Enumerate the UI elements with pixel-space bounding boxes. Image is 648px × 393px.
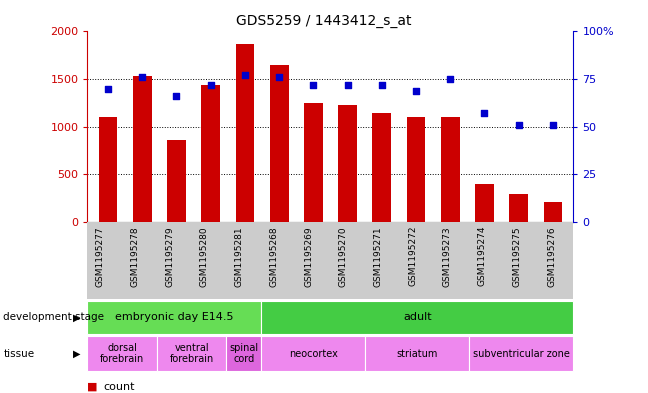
Text: ▶: ▶ bbox=[73, 312, 80, 322]
Text: GSM1195271: GSM1195271 bbox=[373, 226, 382, 286]
Bar bbox=[270, 65, 288, 222]
Text: GSM1195279: GSM1195279 bbox=[165, 226, 174, 286]
Text: spinal
cord: spinal cord bbox=[229, 343, 259, 364]
Bar bbox=[98, 117, 117, 222]
Bar bbox=[133, 76, 152, 222]
Point bbox=[445, 76, 456, 82]
Point bbox=[411, 87, 421, 94]
Text: adult: adult bbox=[403, 312, 432, 322]
Bar bbox=[202, 85, 220, 222]
Text: embryonic day E14.5: embryonic day E14.5 bbox=[115, 312, 233, 322]
Text: GSM1195280: GSM1195280 bbox=[200, 226, 209, 286]
Text: GSM1195272: GSM1195272 bbox=[408, 226, 417, 286]
Text: ventral
forebrain: ventral forebrain bbox=[170, 343, 214, 364]
Point bbox=[103, 85, 113, 92]
Point bbox=[513, 122, 524, 128]
Text: GSM1195273: GSM1195273 bbox=[443, 226, 452, 286]
Point bbox=[171, 93, 181, 99]
Bar bbox=[509, 195, 528, 222]
Bar bbox=[544, 202, 562, 222]
Bar bbox=[167, 140, 186, 222]
Bar bbox=[475, 184, 494, 222]
Point bbox=[205, 82, 216, 88]
Text: GDS5259 / 1443412_s_at: GDS5259 / 1443412_s_at bbox=[237, 14, 411, 28]
Text: tissue: tissue bbox=[3, 349, 34, 359]
Text: GSM1195276: GSM1195276 bbox=[547, 226, 556, 286]
Text: development stage: development stage bbox=[3, 312, 104, 322]
Text: count: count bbox=[104, 382, 135, 392]
Bar bbox=[304, 103, 323, 222]
Text: subventricular zone: subventricular zone bbox=[473, 349, 570, 359]
Text: GSM1195270: GSM1195270 bbox=[339, 226, 348, 286]
Text: striatum: striatum bbox=[397, 349, 438, 359]
Text: ■: ■ bbox=[87, 382, 98, 392]
Text: dorsal
forebrain: dorsal forebrain bbox=[100, 343, 145, 364]
Text: GSM1195277: GSM1195277 bbox=[96, 226, 105, 286]
Point bbox=[376, 82, 387, 88]
Bar bbox=[407, 117, 426, 222]
Text: GSM1195275: GSM1195275 bbox=[513, 226, 522, 286]
Point bbox=[137, 74, 148, 80]
Bar bbox=[235, 44, 254, 222]
Text: neocortex: neocortex bbox=[289, 349, 338, 359]
Bar bbox=[338, 105, 357, 222]
Text: GSM1195281: GSM1195281 bbox=[235, 226, 244, 286]
Point bbox=[480, 110, 490, 117]
Bar bbox=[373, 114, 391, 222]
Point bbox=[342, 82, 353, 88]
Text: ▶: ▶ bbox=[73, 349, 80, 359]
Bar bbox=[441, 117, 459, 222]
Text: GSM1195269: GSM1195269 bbox=[304, 226, 313, 286]
Point bbox=[308, 82, 319, 88]
Point bbox=[274, 74, 284, 80]
Text: GSM1195268: GSM1195268 bbox=[270, 226, 279, 286]
Point bbox=[548, 122, 558, 128]
Text: GSM1195274: GSM1195274 bbox=[478, 226, 487, 286]
Text: GSM1195278: GSM1195278 bbox=[130, 226, 139, 286]
Point bbox=[240, 72, 250, 79]
